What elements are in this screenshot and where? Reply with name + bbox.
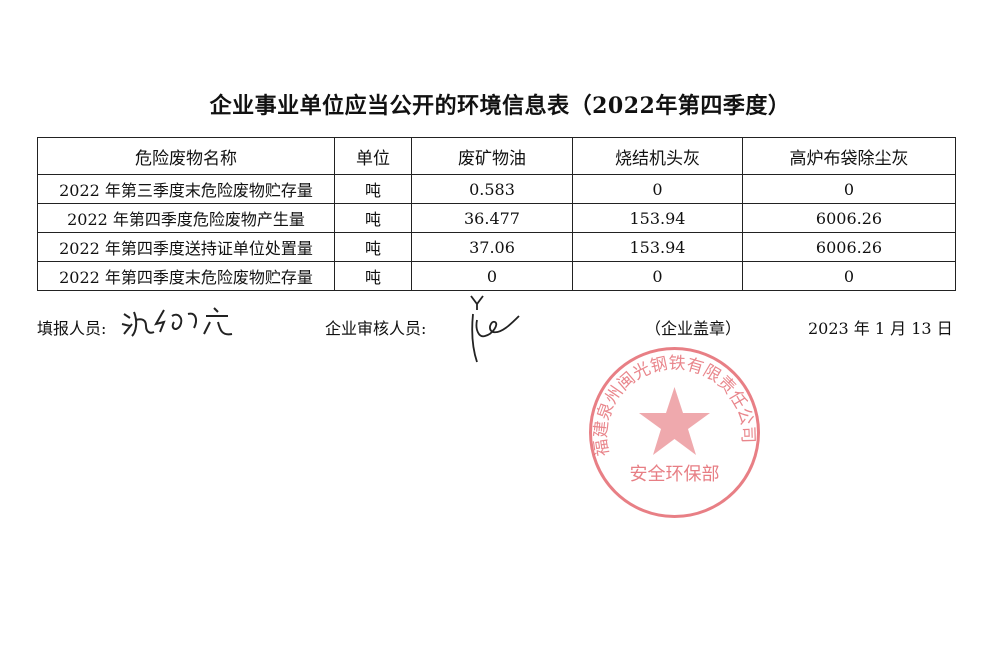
header-cell: 废矿物油 [411, 137, 573, 175]
header-cell: 单位 [334, 137, 412, 175]
reporter-signature [121, 307, 233, 337]
table-row: 2022 年第四季度危险废物产生量 吨 36.477 153.94 6006.2… [37, 203, 956, 233]
value-cell: 153.94 [572, 203, 743, 233]
reporter-label: 填报人员: [37, 319, 107, 338]
seal-inner-text: 安全环保部 [630, 464, 720, 485]
value-cell: 37.06 [411, 232, 573, 262]
header-cell: 烧结机头灰 [572, 137, 743, 175]
row-label: 2022 年第四季度末危险废物贮存量 [37, 261, 335, 291]
value-cell: 153.94 [572, 232, 743, 262]
row-label: 2022 年第四季度送持证单位处置量 [37, 232, 335, 262]
value-cell: 36.477 [411, 203, 573, 233]
row-label: 2022 年第四季度危险废物产生量 [37, 203, 335, 233]
hazardous-waste-table: 危险废物名称 单位 废矿物油 烧结机头灰 高炉布袋除尘灰 2022 年第三季度末… [37, 137, 956, 291]
reviewer-signature [470, 295, 520, 363]
table-row: 2022 年第三季度末危险废物贮存量 吨 0.583 0 0 [37, 174, 956, 204]
row-label: 2022 年第三季度末危险废物贮存量 [37, 174, 335, 204]
report-date: 2023 年 1 月 13 日 [808, 319, 953, 338]
value-cell: 0 [572, 261, 743, 291]
table-row: 2022 年第四季度末危险废物贮存量 吨 0 0 0 [37, 261, 956, 291]
value-cell: 0 [742, 261, 956, 291]
value-cell: 0.583 [411, 174, 573, 204]
value-cell: 0 [572, 174, 743, 204]
unit-cell: 吨 [334, 232, 412, 262]
table-header-row: 危险废物名称 单位 废矿物油 烧结机头灰 高炉布袋除尘灰 [37, 137, 956, 175]
header-cell: 危险废物名称 [37, 137, 335, 175]
document-title: 企业事业单位应当公开的环境信息表（2022年第四季度） [209, 93, 791, 119]
company-seal: 福建泉州闽光钢铁有限责任公司 安全环保部 [589, 347, 760, 518]
value-cell: 0 [742, 174, 956, 204]
unit-cell: 吨 [334, 174, 412, 204]
value-cell: 0 [411, 261, 573, 291]
value-cell: 6006.26 [742, 232, 956, 262]
value-cell: 6006.26 [742, 203, 956, 233]
header-cell: 高炉布袋除尘灰 [742, 137, 956, 175]
unit-cell: 吨 [334, 203, 412, 233]
reviewer-label: 企业审核人员: [325, 319, 427, 338]
seal-label: （企业盖章） [645, 319, 742, 338]
unit-cell: 吨 [334, 261, 412, 291]
table-row: 2022 年第四季度送持证单位处置量 吨 37.06 153.94 6006.2… [37, 232, 956, 262]
